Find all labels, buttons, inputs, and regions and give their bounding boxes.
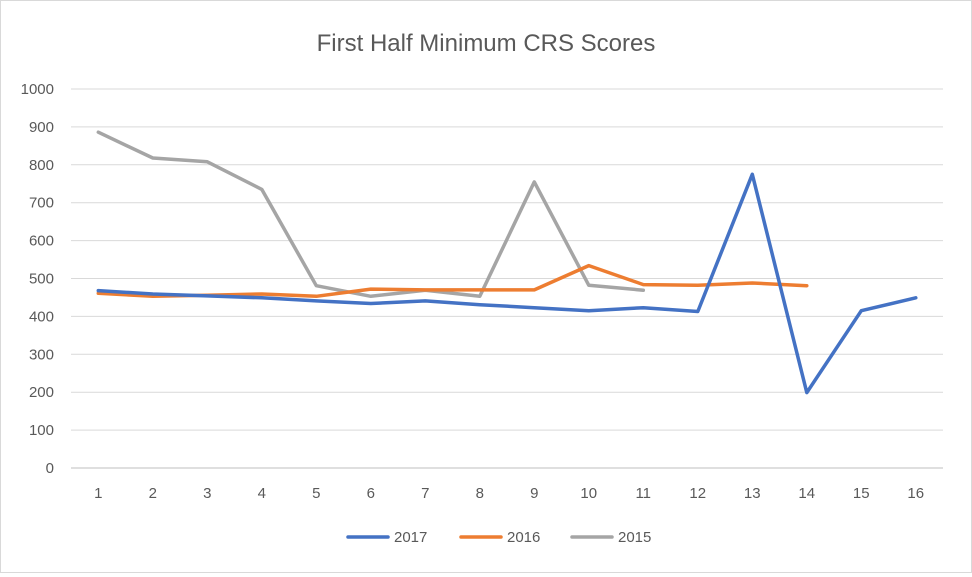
- y-tick-label: 100: [29, 422, 54, 439]
- y-tick-label: 600: [29, 233, 54, 250]
- series-lines: [96, 130, 918, 395]
- y-tick-label: 800: [29, 157, 54, 174]
- legend-label: 2015: [618, 529, 651, 546]
- chart-title: First Half Minimum CRS Scores: [317, 30, 656, 57]
- legend-label: 2017: [394, 529, 427, 546]
- legend: 2017 2016 2015: [346, 529, 651, 546]
- x-tick-label: 3: [203, 485, 211, 502]
- y-tick-label: 900: [29, 119, 54, 136]
- x-tick-label: 4: [258, 485, 266, 502]
- x-tick-label: 6: [367, 485, 375, 502]
- series-line-2015: [96, 130, 646, 299]
- y-tick-label: 300: [29, 346, 54, 363]
- x-tick-label: 5: [312, 485, 320, 502]
- x-tick-label: 15: [853, 485, 870, 502]
- series-line-2017: [96, 172, 918, 395]
- y-tick-label: 400: [29, 308, 54, 325]
- y-tick-label: 500: [29, 271, 54, 288]
- legend-label: 2016: [507, 529, 540, 546]
- x-tick-label: 7: [421, 485, 429, 502]
- y-tick-label: 1000: [21, 81, 54, 98]
- y-tick-label: 0: [46, 460, 54, 477]
- y-tick-label: 200: [29, 384, 54, 401]
- legend-item-2016: 2016: [459, 529, 540, 546]
- x-tick-label: 1: [94, 485, 102, 502]
- x-tick-label: 16: [907, 485, 924, 502]
- x-tick-label: 11: [635, 485, 651, 502]
- x-tick-label: 13: [744, 485, 761, 502]
- x-tick-label: 9: [530, 485, 538, 502]
- x-tick-label: 10: [580, 485, 597, 502]
- gridlines: [71, 88, 943, 469]
- legend-item-2015: 2015: [570, 529, 651, 546]
- legend-item-2017: 2017: [346, 529, 427, 546]
- y-tick-label: 700: [29, 195, 54, 212]
- y-axis-ticks: 0 100 200 300 400 500 600 700 800 900 1000: [21, 81, 54, 477]
- x-tick-label: 12: [689, 485, 706, 502]
- x-axis-ticks: 1 2 3 4 5 6 7 8 9 10 11 12 13 14 15 16: [94, 485, 924, 502]
- x-tick-label: 14: [798, 485, 815, 502]
- x-tick-label: 8: [476, 485, 484, 502]
- x-tick-label: 2: [149, 485, 157, 502]
